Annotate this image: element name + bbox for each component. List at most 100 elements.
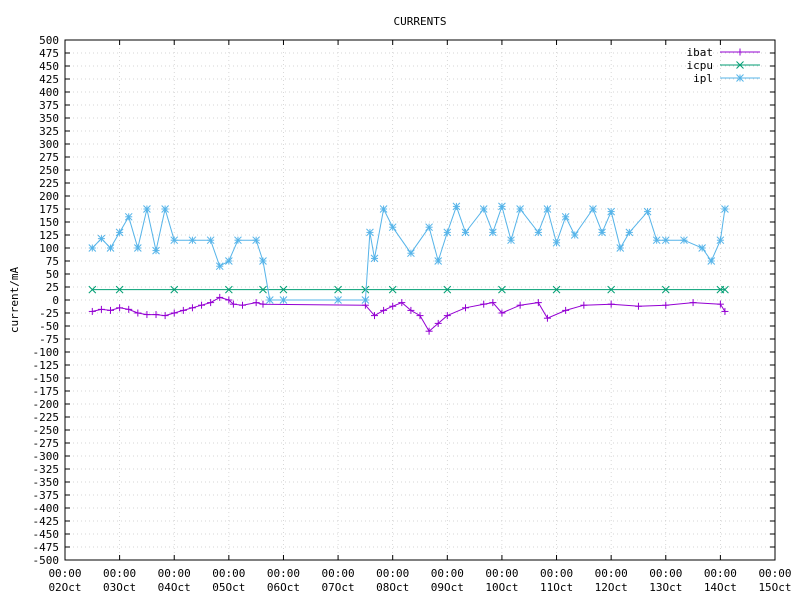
data-point-ibat bbox=[425, 327, 433, 335]
x-tick-label-date: 14Oct bbox=[704, 581, 737, 594]
legend-item-icpu: icpu bbox=[687, 59, 760, 72]
data-point-ipl bbox=[361, 296, 370, 304]
x-tick-label-date: 02Oct bbox=[48, 581, 81, 594]
x-tick-label-time: 00:00 bbox=[649, 567, 682, 580]
data-point-ipl bbox=[334, 296, 342, 304]
data-point-ibat bbox=[370, 312, 378, 320]
x-tick-label-date: 13Oct bbox=[649, 581, 682, 594]
data-point-ipl bbox=[534, 228, 543, 237]
data-point-ibat bbox=[143, 311, 151, 319]
x-tick-label-date: 10Oct bbox=[485, 581, 518, 594]
x-tick-label-time: 00:00 bbox=[212, 567, 245, 580]
data-point-ipl bbox=[388, 223, 397, 232]
x-tick-label-date: 03Oct bbox=[103, 581, 136, 594]
axes bbox=[64, 39, 776, 561]
y-tick-label: -325 bbox=[33, 463, 60, 476]
data-point-ipl bbox=[616, 244, 625, 252]
x-tick-label-date: 07Oct bbox=[322, 581, 355, 594]
x-tick-label-date: 04Oct bbox=[158, 581, 191, 594]
y-tick-label: -275 bbox=[33, 437, 60, 450]
y-tick-label: 325 bbox=[39, 125, 59, 138]
legend-marker bbox=[736, 74, 744, 82]
x-tick-label-date: 11Oct bbox=[540, 581, 573, 594]
data-point-ipl bbox=[206, 236, 215, 245]
data-point-ipl bbox=[716, 236, 725, 245]
data-point-ibat bbox=[416, 312, 424, 320]
y-tick-label: -300 bbox=[33, 450, 60, 463]
x-tick-label-time: 00:00 bbox=[431, 567, 464, 580]
y-tick-label: 400 bbox=[39, 86, 59, 99]
x-tick-label-time: 00:00 bbox=[103, 567, 136, 580]
plot-border bbox=[64, 39, 776, 561]
x-tick-label-time: 00:00 bbox=[485, 567, 518, 580]
data-point-ipl bbox=[152, 246, 160, 255]
data-point-ibat bbox=[398, 299, 406, 307]
data-point-ibat bbox=[662, 301, 670, 309]
data-point-ibat bbox=[580, 301, 588, 309]
y-tick-label: 250 bbox=[39, 164, 59, 177]
data-point-ipl bbox=[607, 207, 616, 216]
data-point-ipl bbox=[452, 202, 461, 211]
data-point-ibat bbox=[389, 302, 397, 310]
data-point-ipl bbox=[598, 228, 606, 237]
data-point-icpu bbox=[334, 285, 342, 294]
series-icpu bbox=[88, 285, 729, 294]
data-point-ibat bbox=[534, 299, 542, 307]
data-point-icpu bbox=[115, 285, 124, 294]
data-point-ibat bbox=[152, 311, 160, 319]
data-point-ipl bbox=[507, 236, 515, 245]
data-point-ipl bbox=[170, 236, 179, 245]
chart-title: CURRENTS bbox=[394, 15, 447, 28]
legend-marker bbox=[736, 48, 744, 56]
data-point-ipl bbox=[589, 205, 597, 213]
data-point-ipl bbox=[543, 205, 552, 213]
data-point-icpu bbox=[661, 285, 670, 294]
y-tick-label: -250 bbox=[33, 424, 60, 437]
data-point-ipl bbox=[161, 205, 169, 213]
y-tick-label: 425 bbox=[39, 73, 59, 86]
data-point-ipl bbox=[698, 244, 707, 252]
x-tick-label-time: 00:00 bbox=[704, 567, 737, 580]
data-point-ibat bbox=[125, 305, 133, 313]
data-point-ipl bbox=[479, 205, 488, 213]
data-point-icpu bbox=[88, 285, 97, 294]
data-point-ibat bbox=[634, 302, 642, 310]
data-point-ibat bbox=[107, 306, 115, 314]
x-tick-label-date: 05Oct bbox=[212, 581, 245, 594]
y-tick-label: -425 bbox=[33, 515, 60, 528]
series bbox=[88, 202, 729, 335]
data-point-ibat bbox=[116, 304, 124, 312]
data-point-ibat bbox=[562, 306, 570, 314]
y-tick-label: 125 bbox=[39, 229, 59, 242]
data-point-ipl bbox=[643, 207, 652, 216]
y-tick-label: 450 bbox=[39, 60, 59, 73]
data-point-ipl bbox=[279, 296, 288, 304]
x-tick-label-time: 00:00 bbox=[758, 567, 791, 580]
data-point-ibat bbox=[179, 306, 187, 314]
data-point-icpu bbox=[388, 285, 397, 294]
data-point-ibat bbox=[207, 299, 215, 307]
data-point-ibat bbox=[607, 300, 615, 308]
data-point-ibat bbox=[97, 305, 105, 313]
data-point-ibat bbox=[259, 300, 267, 308]
y-tick-label: -125 bbox=[33, 359, 60, 372]
data-point-ipl bbox=[124, 212, 133, 221]
data-point-ibat bbox=[716, 300, 724, 308]
y-tick-label: 175 bbox=[39, 203, 59, 216]
series-ibat bbox=[88, 293, 729, 335]
data-point-ipl bbox=[707, 257, 716, 265]
data-point-icpu bbox=[361, 285, 370, 294]
legend-label: ipl bbox=[693, 72, 713, 85]
legend-label: icpu bbox=[687, 59, 714, 72]
y-tick-label: 475 bbox=[39, 47, 59, 60]
data-point-ipl bbox=[516, 205, 524, 213]
data-point-ipl bbox=[215, 262, 224, 271]
data-point-icpu bbox=[443, 285, 452, 294]
y-tick-label: 350 bbox=[39, 112, 59, 125]
y-tick-label: -475 bbox=[33, 541, 60, 554]
data-point-ibat bbox=[443, 312, 451, 320]
y-tick-label: -200 bbox=[33, 398, 60, 411]
y-tick-label: 200 bbox=[39, 190, 59, 203]
data-point-icpu bbox=[224, 285, 233, 294]
